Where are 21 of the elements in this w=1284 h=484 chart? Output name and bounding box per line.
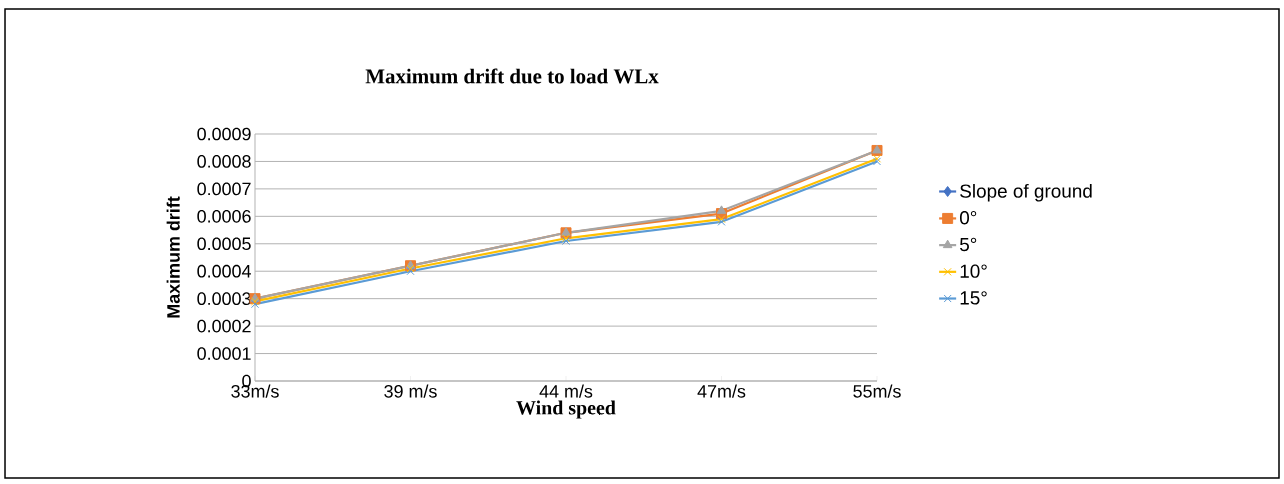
y-tick-label: 0.0001 [197,347,251,360]
x-tick-label: 44 m/s [539,384,593,398]
y-tick-label: 0.0002 [197,319,251,333]
x-tick-label: 39 m/s [384,384,437,398]
y-axis-title: Maximum drift [166,196,180,318]
legend-label: 15° [960,291,987,305]
y-tick-label: 0.0003 [197,292,251,306]
x-axis-title: Wind speed [516,400,616,419]
legend-label: 10° [960,264,987,278]
legend-label: Slope of ground [960,183,1092,202]
legend-label: 0° [959,211,977,225]
legend-label: 5° [959,237,977,252]
y-tick-label: 0.0005 [197,237,251,251]
y-tick-label: 0.0007 [197,182,251,196]
x-tick-label: 47m/s [697,384,746,398]
y-tick-label: 0.0009 [197,127,251,141]
y-tick-label: 0.0008 [197,155,251,168]
chart-title: Maximum drift due to load WLx [365,68,659,84]
y-tick-label: 0.0006 [197,209,251,223]
x-tick-label: 55m/s [853,384,901,398]
y-tick-label: 0.0004 [197,264,251,278]
